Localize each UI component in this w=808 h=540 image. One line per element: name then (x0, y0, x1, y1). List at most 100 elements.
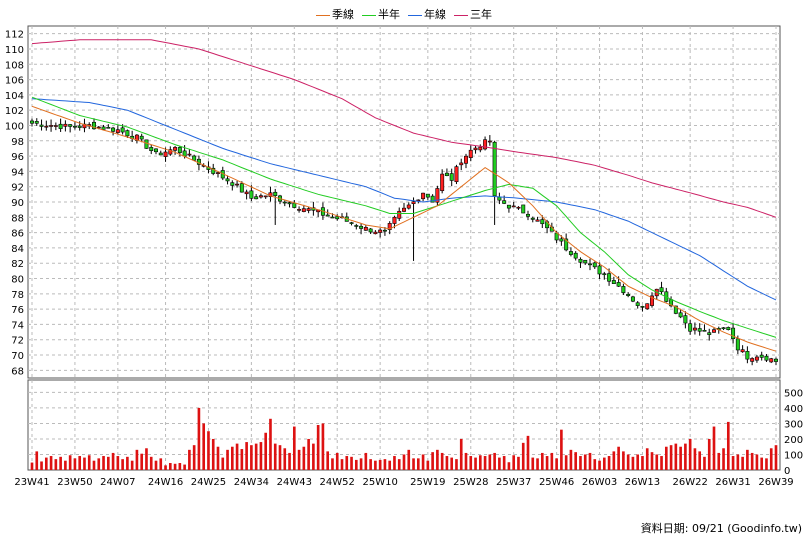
volume-bar (326, 451, 330, 470)
candle-body (454, 166, 459, 183)
legend-swatch (408, 14, 422, 16)
volume-bar (726, 421, 730, 470)
volume-bar (507, 462, 511, 470)
candle-body (216, 172, 220, 174)
candle-body (721, 327, 726, 330)
volume-bar (731, 456, 735, 470)
volume-bar (288, 452, 291, 470)
candle-body (421, 192, 426, 200)
candle-body (511, 205, 516, 208)
candle-body (750, 358, 755, 362)
candle-body (273, 191, 278, 197)
x-tick-label: 26W13 (625, 477, 660, 488)
volume-tick-label: 100 (784, 450, 803, 461)
volume-bar (641, 456, 644, 470)
volume-bar (746, 449, 749, 470)
candle-body (430, 195, 435, 203)
candle-body (173, 147, 178, 151)
volume-bar (393, 456, 396, 470)
volume-bar (574, 452, 578, 470)
candle-body (168, 149, 173, 155)
volume-bar (455, 459, 458, 470)
candle-body (254, 196, 259, 200)
candle-body (535, 219, 540, 222)
volume-bar (188, 449, 191, 470)
candle-body (30, 120, 34, 124)
candle-body (39, 124, 44, 127)
volume-bar (111, 452, 115, 470)
volume-bar (245, 442, 248, 470)
candle-body (712, 329, 716, 333)
x-tick-label: 24W16 (148, 477, 183, 488)
volume-bar (259, 442, 263, 470)
candle-body (688, 323, 693, 332)
volume-bar (521, 442, 525, 470)
volume-bar (145, 448, 148, 470)
candle-body (659, 287, 664, 293)
volume-bar (30, 462, 34, 470)
price-tick-label: 108 (5, 60, 24, 71)
price-tick-label: 112 (5, 30, 24, 41)
candle-body (149, 147, 154, 151)
volume-bar (121, 459, 124, 470)
candle-body (392, 216, 397, 224)
candle-body (478, 146, 483, 151)
volume-bar (722, 448, 725, 470)
volume-bar (402, 454, 406, 470)
candle-body (502, 200, 507, 204)
candle-body (607, 273, 612, 282)
volume-bar (135, 449, 139, 470)
candle-body (559, 238, 564, 242)
candle-body (96, 126, 101, 129)
candle-body (645, 303, 650, 310)
volume-bar (73, 458, 77, 470)
x-tick-label: 26W22 (672, 477, 707, 488)
candle-body (244, 191, 249, 195)
candle-body (258, 195, 263, 198)
ma-half-line (31, 96, 777, 338)
volume-bar (669, 445, 673, 470)
volume-tick-label: 200 (784, 435, 803, 446)
volume-bar (750, 452, 754, 470)
candle-body (58, 123, 63, 129)
volume-bar (307, 438, 310, 470)
volume-bar (240, 449, 244, 470)
volume-bar (421, 454, 425, 470)
volume-bar (436, 449, 439, 470)
volume-bar (564, 455, 568, 470)
candle-body (139, 135, 144, 140)
x-tick-label: 24W52 (320, 477, 355, 488)
volume-bar (684, 443, 687, 470)
volume-bar (40, 461, 43, 470)
candle-body (115, 129, 120, 133)
candle-body (630, 296, 635, 302)
volume-bar (502, 456, 506, 470)
candle-body (373, 231, 378, 235)
volume-bar (230, 446, 234, 470)
volume-bar (774, 445, 778, 470)
candle-body (53, 125, 58, 127)
volume-bar (607, 456, 611, 470)
volume-bar (636, 454, 640, 470)
volume-bar (154, 460, 158, 470)
candle-body (301, 208, 306, 212)
candle-body (363, 226, 368, 231)
candle-body (187, 153, 192, 156)
candle-body (506, 204, 511, 209)
candle-body (745, 351, 750, 360)
volume-tick-label: 0 (784, 466, 790, 477)
volume-bar (59, 456, 62, 470)
volume-bar (693, 448, 697, 470)
volume-bar (440, 452, 444, 470)
candle-body (235, 183, 240, 186)
legend-item: 三年 (454, 6, 492, 22)
x-tick-label: 25W46 (539, 477, 574, 488)
volume-bar (297, 449, 301, 470)
x-tick-label: 26W03 (582, 477, 617, 488)
candle-body (92, 121, 96, 130)
candle-body (125, 130, 130, 137)
volume-bar (388, 460, 392, 470)
candle-body (702, 329, 707, 332)
candle-body (382, 229, 387, 232)
volume-bar (35, 451, 39, 470)
